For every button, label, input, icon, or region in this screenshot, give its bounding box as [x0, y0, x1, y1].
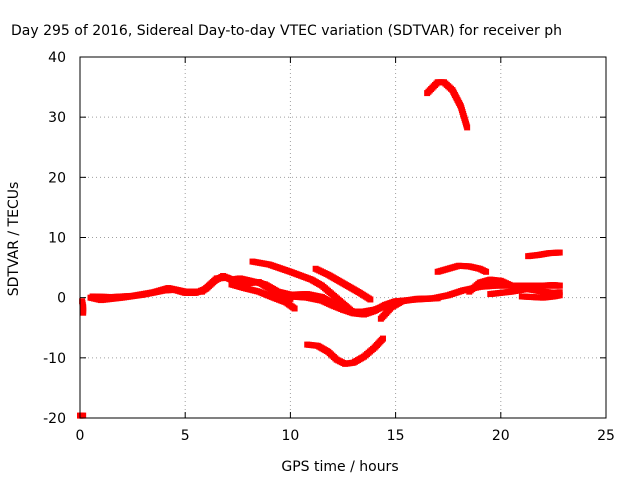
series-arc-16	[518, 292, 563, 301]
y-tick-label: 30	[48, 110, 66, 126]
data-point	[556, 282, 563, 289]
series-arc-9	[304, 335, 386, 367]
y-tick-label: 0	[57, 291, 66, 307]
x-tick-label: 15	[387, 428, 405, 444]
grid	[80, 57, 606, 418]
data-point	[556, 292, 563, 299]
y-tick-label: 40	[48, 50, 66, 66]
x-axis-label: GPS time / hours	[281, 459, 398, 475]
data-point	[291, 305, 298, 312]
data-point	[556, 249, 563, 256]
y-axis-label: SDTVAR / TECUs	[6, 182, 22, 297]
series-arc-11	[424, 79, 471, 131]
x-tick-label: 20	[492, 428, 510, 444]
series-arc-14	[487, 282, 563, 298]
series-arc-12	[434, 262, 490, 275]
x-tick-label: 5	[181, 428, 190, 444]
data-point	[367, 296, 374, 303]
series-arc-5	[228, 281, 298, 312]
data-points	[77, 79, 563, 419]
series-arc-15	[525, 249, 563, 260]
data-point	[483, 268, 490, 275]
x-tick-label: 10	[281, 428, 299, 444]
data-point	[80, 412, 87, 419]
data-point	[382, 303, 389, 310]
data-point	[464, 124, 471, 131]
y-tick-label: 20	[48, 170, 66, 186]
x-tick-label: 25	[597, 428, 615, 444]
series-arc-8	[312, 265, 374, 303]
y-tick-label: -10	[43, 351, 66, 367]
y-tick-label: -20	[43, 411, 66, 427]
data-point	[80, 309, 87, 316]
tick-labels: 0 5 10 15 20 25 -20 -10 0 10 20 30 40	[43, 50, 615, 444]
y-tick-label: 10	[48, 231, 66, 247]
series-arc-2	[79, 298, 87, 316]
plot-border	[79, 56, 607, 419]
x-tick-label: 0	[76, 428, 85, 444]
series-arc-7	[287, 293, 389, 315]
data-point	[556, 289, 563, 296]
chart-title: Day 295 of 2016, Sidereal Day-to-day VTE…	[11, 23, 562, 39]
data-point	[379, 335, 386, 342]
